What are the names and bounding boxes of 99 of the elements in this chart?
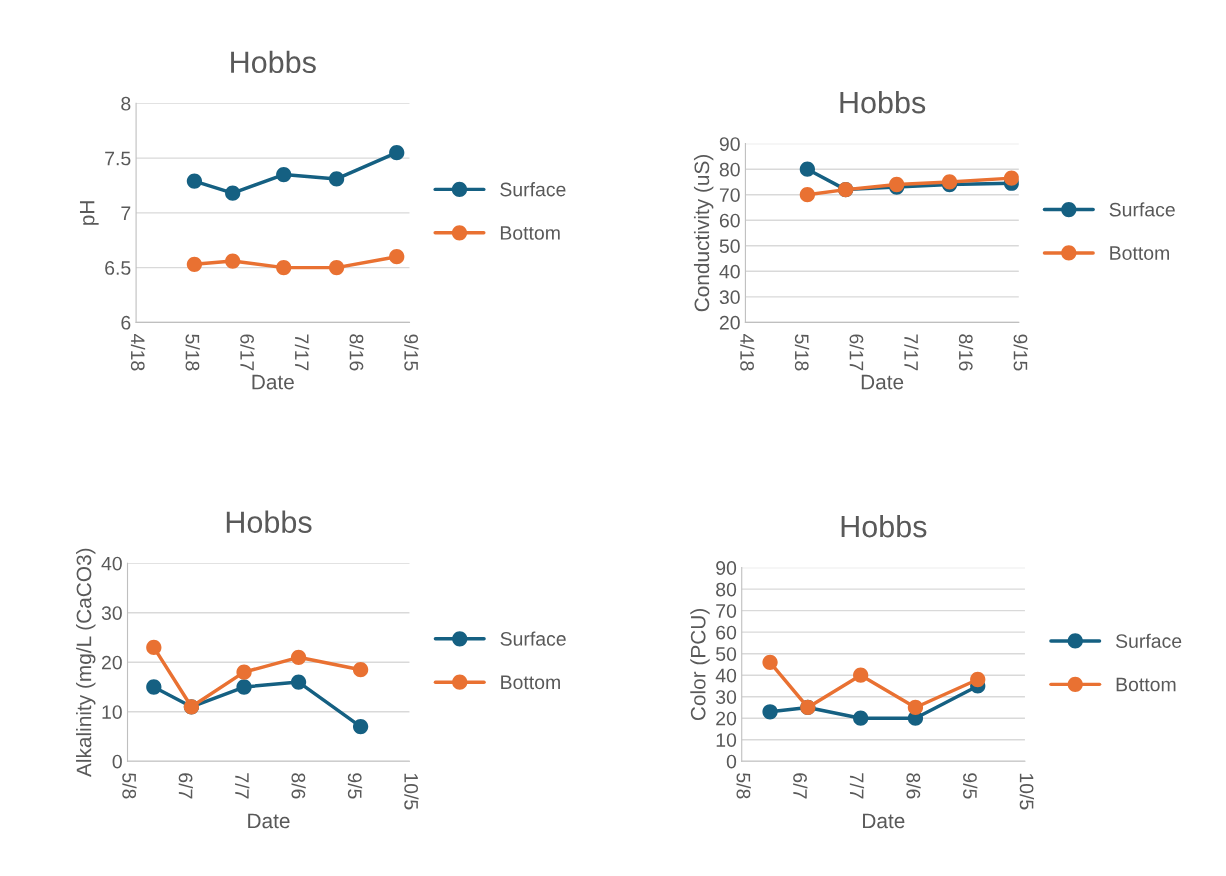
y-tick-label: 30 [719, 290, 740, 305]
y-tick-label: 70 [716, 604, 737, 618]
x-axis-title: Date [252, 374, 294, 390]
point [146, 639, 162, 656]
y-tick-label: 7 [121, 206, 131, 220]
y-tick-label: 60 [719, 213, 740, 228]
y-tick-label: 60 [716, 625, 737, 640]
legend-label: Bottom [501, 675, 560, 690]
point [225, 253, 241, 269]
y-tick-label: 6 [121, 315, 131, 330]
chart-title: Hobbs [840, 90, 926, 114]
legend-label: Surface [500, 182, 566, 197]
x-axis-title: Date [861, 374, 904, 390]
point [146, 679, 162, 695]
point [328, 259, 345, 276]
point [290, 649, 307, 665]
y-tick-label: 20 [102, 655, 122, 670]
point [853, 667, 869, 683]
point [799, 187, 816, 203]
x-tick-label: 7/7 [849, 773, 865, 799]
point [352, 662, 369, 678]
y-tick-label: 90 [719, 137, 740, 151]
x-tick-label: 6/7 [793, 773, 808, 799]
y-axis-title: pH [79, 201, 99, 225]
x-tick-label: 5/18 [185, 334, 200, 371]
point [762, 704, 778, 720]
y-axis-title: Color (PCU) [690, 609, 710, 721]
y-tick-label: 0 [112, 754, 122, 769]
y-tick-label: 10 [102, 705, 122, 719]
x-tick-label: 6/17 [849, 334, 864, 371]
x-tick-label: 8/6 [906, 773, 921, 799]
point [225, 185, 241, 201]
y-axis-title: Alkalinity (mg/L (CaCO3) [76, 548, 96, 778]
y-tick-label: 70 [719, 188, 740, 202]
x-tick-label: 9/5 [347, 773, 363, 799]
point [762, 654, 778, 670]
y-tick-label: 30 [715, 690, 737, 704]
legend-label: Bottom [1116, 677, 1176, 692]
point [970, 671, 986, 688]
chart-title: Hobbs [226, 510, 312, 534]
x-axis-title: Date [863, 813, 905, 829]
x-axis-title: Date [248, 813, 290, 829]
x-tick-label: 7/7 [235, 773, 250, 799]
point [328, 171, 345, 187]
y-axis-title: Conductivity (uS) [693, 155, 714, 312]
point [853, 710, 869, 726]
y-tick-label: 30 [101, 606, 122, 620]
legend-label: Surface [1109, 202, 1175, 217]
y-tick-label: 40 [719, 264, 740, 279]
x-tick-label: 9/5 [963, 773, 978, 799]
y-tick-label: 7.5 [105, 151, 131, 166]
x-tick-label: 5/8 [122, 773, 137, 799]
x-tick-label: 8/16 [958, 334, 974, 371]
point [799, 161, 816, 177]
y-tick-label: 50 [719, 239, 740, 254]
x-tick-label: 10/5 [1019, 773, 1034, 810]
point [389, 145, 405, 161]
point [352, 718, 369, 735]
x-tick-label: 8/6 [291, 773, 306, 799]
legend-label: Bottom [500, 226, 560, 240]
x-tick-label: 7/17 [904, 334, 919, 371]
x-tick-label: 4/18 [130, 333, 146, 371]
x-tick-label: 6/7 [178, 773, 193, 799]
y-tick-label: 80 [716, 582, 737, 597]
y-tick-label: 80 [719, 162, 740, 177]
y-tick-label: 40 [715, 668, 737, 683]
point [236, 664, 252, 680]
point [186, 173, 203, 189]
legend-label: Surface [1115, 633, 1182, 648]
x-tick-label: 10/5 [404, 773, 419, 810]
point [290, 674, 307, 690]
point [186, 256, 203, 272]
point [907, 699, 924, 716]
y-tick-label: 40 [101, 556, 122, 571]
x-tick-label: 5/18 [794, 334, 810, 371]
x-tick-label: 9/15 [1013, 334, 1028, 371]
x-tick-label: 7/17 [294, 334, 310, 371]
y-tick-label: 90 [716, 561, 737, 575]
x-tick-label: 5/8 [736, 773, 751, 799]
y-tick-label: 50 [716, 647, 737, 661]
y-tick-label: 6.5 [105, 261, 131, 275]
legend-label: Bottom [1110, 246, 1169, 260]
point [276, 259, 292, 276]
y-tick-label: 20 [716, 711, 737, 726]
x-tick-label: 9/15 [404, 334, 419, 371]
chart-title: Hobbs [231, 50, 316, 74]
point [276, 166, 292, 183]
y-tick-label: 0 [726, 754, 737, 769]
y-tick-label: 20 [719, 315, 740, 330]
chart-title: Hobbs [841, 514, 927, 538]
x-tick-label: 4/18 [740, 333, 755, 371]
point [389, 249, 405, 265]
point [236, 679, 252, 695]
x-tick-label: 6/17 [240, 334, 255, 371]
x-tick-label: 8/16 [349, 334, 364, 371]
y-tick-label: 8 [121, 96, 131, 111]
y-tick-label: 10 [716, 733, 737, 747]
legend-label: Surface [500, 631, 566, 646]
point [1003, 170, 1019, 186]
